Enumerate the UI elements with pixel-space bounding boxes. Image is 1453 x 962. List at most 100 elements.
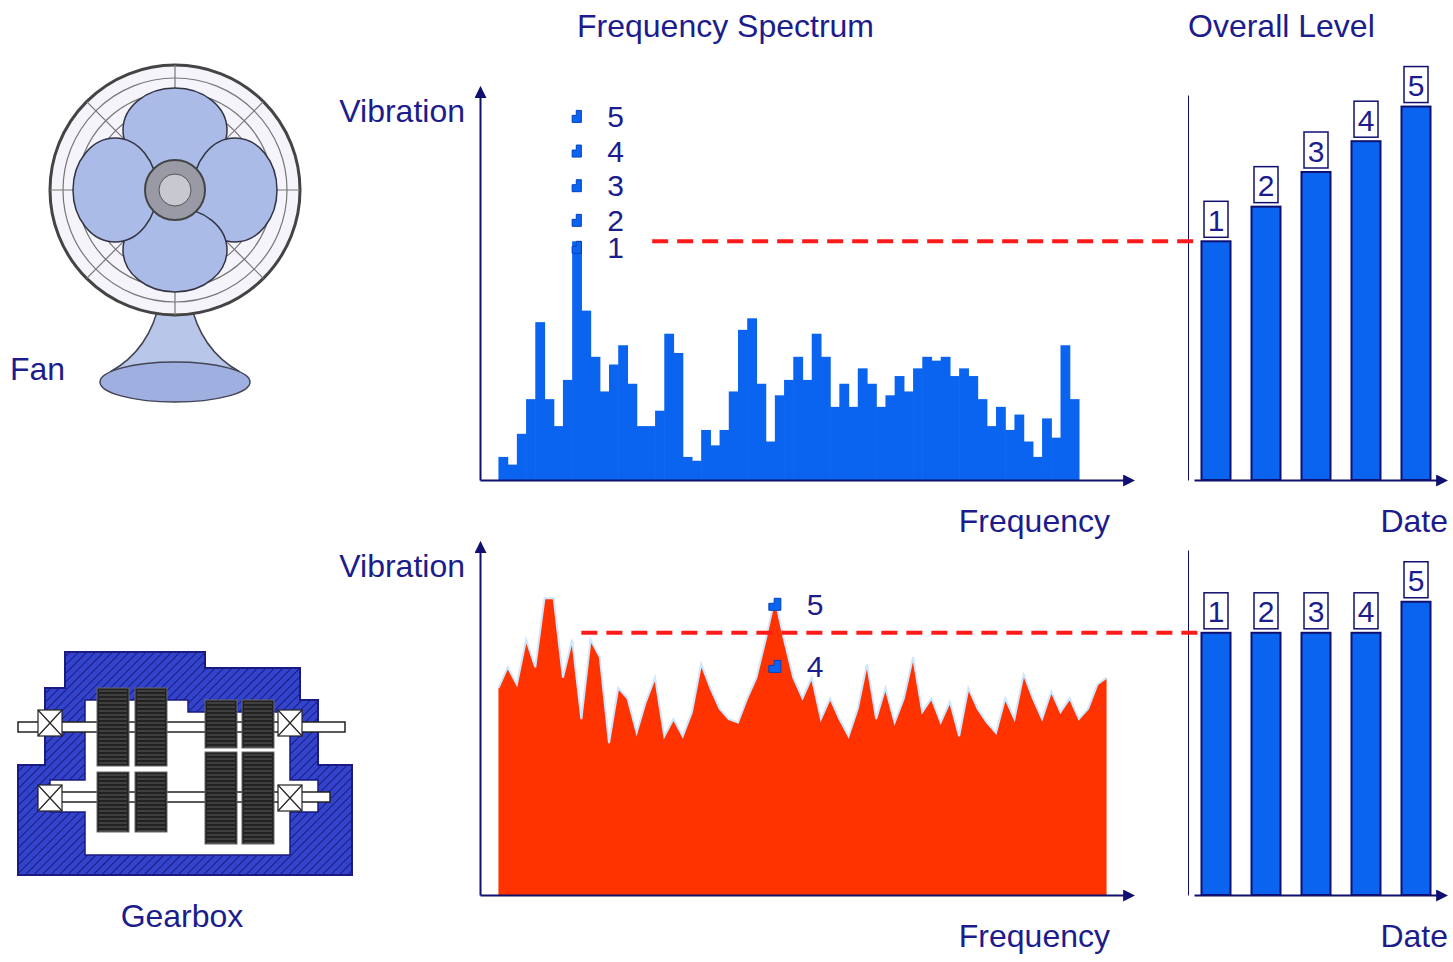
- gear-tooth: [244, 791, 272, 792]
- reference-line: [652, 239, 1201, 243]
- overall-level-bar: [1302, 633, 1331, 895]
- gear-tooth: [99, 807, 127, 808]
- spectrum-bin: [600, 391, 610, 480]
- gear-tooth: [137, 735, 165, 736]
- spectrum-bin: [941, 357, 951, 480]
- gear-tooth: [137, 719, 165, 720]
- spectrum-bin: [1005, 430, 1015, 480]
- gear-tooth: [137, 779, 165, 780]
- spectrum-bin: [701, 430, 711, 480]
- gear-tooth: [244, 767, 272, 768]
- spectrum-bin: [812, 334, 822, 480]
- label-box: [1254, 593, 1278, 629]
- gear-tooth: [244, 747, 272, 748]
- gear-tooth: [207, 779, 235, 780]
- gear-tooth: [99, 819, 127, 820]
- gear-tooth: [244, 835, 272, 836]
- gear-tooth: [207, 831, 235, 832]
- spectrum-bin: [867, 384, 877, 480]
- fan-base: [100, 362, 250, 402]
- gear-tooth: [244, 727, 272, 728]
- gear-tooth: [244, 731, 272, 732]
- gear-tooth: [207, 799, 235, 800]
- peak-level-label: 3: [607, 169, 624, 202]
- category-label: 5: [1408, 69, 1425, 102]
- overall-level-bar: [1202, 633, 1231, 895]
- gear-tooth: [137, 819, 165, 820]
- gear-tooth: [244, 819, 272, 820]
- gear-tooth: [244, 715, 272, 716]
- gear-tooth: [99, 711, 127, 712]
- gear-tooth: [137, 743, 165, 744]
- gear-tooth: [207, 723, 235, 724]
- spectrum-bin: [913, 368, 923, 480]
- gear-tooth: [244, 827, 272, 828]
- gear-tooth: [244, 783, 272, 784]
- gear-tooth: [207, 787, 235, 788]
- gear-tooth: [99, 719, 127, 720]
- gear-tooth: [99, 739, 127, 740]
- spectrum-outline: [498, 598, 1106, 743]
- plot-area: [498, 598, 1106, 895]
- gear-tooth: [244, 815, 272, 816]
- gear-tooth: [244, 799, 272, 800]
- gear-tooth: [244, 723, 272, 724]
- plot-area: [1202, 602, 1431, 895]
- gear-tooth: [137, 711, 165, 712]
- gear-tooth: [207, 727, 235, 728]
- panel-title: Frequency Spectrum: [577, 8, 874, 44]
- gear-tooth: [207, 775, 235, 776]
- gear-tooth: [137, 795, 165, 796]
- gear-tooth: [244, 703, 272, 704]
- gear-tooth: [207, 823, 235, 824]
- overall-level-bar: [1402, 602, 1431, 895]
- category-label: 5: [1408, 564, 1425, 597]
- gear-tooth: [99, 759, 127, 760]
- gear-tooth: [99, 691, 127, 692]
- spectrum-bin: [1070, 399, 1080, 480]
- gear-tooth: [207, 791, 235, 792]
- label-box: [1404, 67, 1428, 103]
- gear: [135, 688, 167, 766]
- machine-label: Gearbox: [121, 898, 244, 934]
- gear-tooth: [244, 771, 272, 772]
- spectrum-bin: [987, 426, 997, 480]
- x-axis-title: Date: [1380, 918, 1448, 954]
- gear-tooth: [207, 703, 235, 704]
- overall-level-bar: [1252, 207, 1281, 480]
- gear-tooth: [244, 787, 272, 788]
- gear-tooth: [207, 767, 235, 768]
- gear: [242, 752, 274, 844]
- gear-tooth: [99, 723, 127, 724]
- gear-tooth: [207, 735, 235, 736]
- gear-tooth: [207, 755, 235, 756]
- gear-tooth: [137, 751, 165, 752]
- gear-tooth: [99, 763, 127, 764]
- gear-tooth: [99, 823, 127, 824]
- panel-title: Overall Level: [1188, 8, 1375, 44]
- gear-tooth: [207, 819, 235, 820]
- axis-line: [480, 551, 482, 896]
- fan-hub-cap: [159, 174, 191, 206]
- gear-tooth: [99, 815, 127, 816]
- gear-tooth: [99, 747, 127, 748]
- x-axis: [1195, 480, 1439, 481]
- gear-tooth: [137, 699, 165, 700]
- gear-tooth: [244, 719, 272, 720]
- spectrum-bin: [747, 318, 757, 480]
- peak-level-marker: [572, 110, 581, 122]
- spectrum-bin: [1042, 418, 1052, 480]
- peak-level-label: 5: [807, 588, 824, 621]
- gear-tooth: [99, 803, 127, 804]
- gear-tooth: [99, 731, 127, 732]
- spectrum-bin: [968, 376, 978, 480]
- bearing-cross: [278, 785, 302, 811]
- bearing: [38, 785, 62, 811]
- overall-level-bar: [1302, 172, 1331, 480]
- spectrum-bin: [738, 330, 748, 480]
- gear-tooth: [207, 843, 235, 844]
- gear-tooth: [99, 791, 127, 792]
- gear-tooth: [137, 807, 165, 808]
- gear-tooth: [99, 703, 127, 704]
- gear-tooth: [137, 759, 165, 760]
